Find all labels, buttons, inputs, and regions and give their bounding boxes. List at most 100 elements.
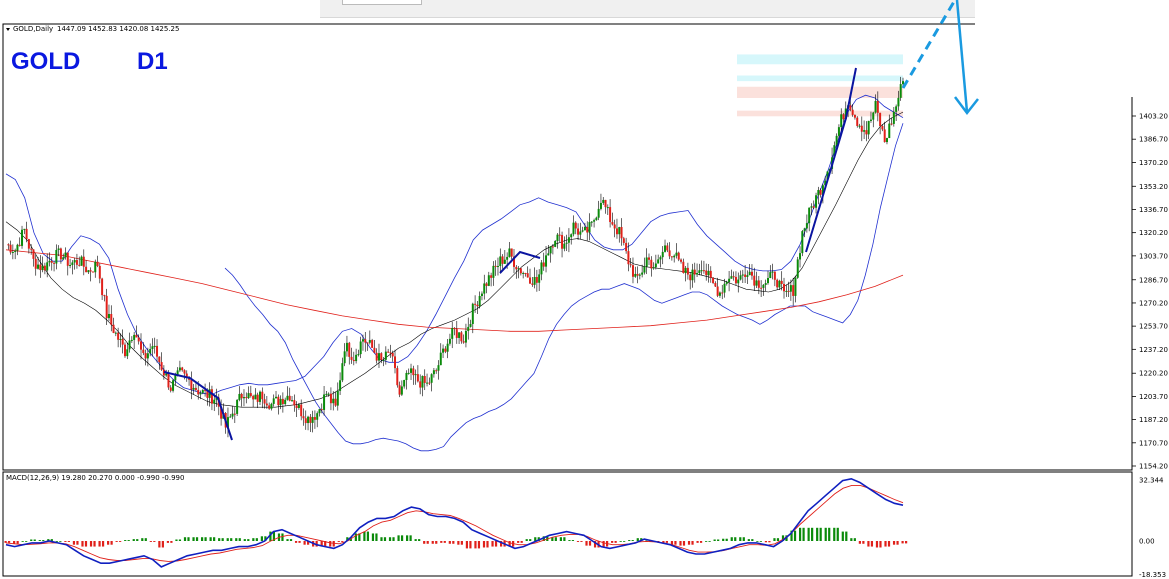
- candle-down: [158, 356, 161, 363]
- macd-histogram-bar: [491, 541, 494, 547]
- macd-signal-line: [5, 484, 904, 562]
- candle-up: [146, 353, 149, 359]
- candle-down: [263, 399, 266, 404]
- candle-up: [764, 283, 767, 285]
- candle-down: [693, 269, 696, 275]
- candle-down: [240, 393, 243, 399]
- macd-histogram-bar: [705, 541, 708, 542]
- macd-histogram-bar: [756, 541, 759, 542]
- candle-up: [696, 273, 699, 275]
- macd-histogram-bar: [858, 541, 861, 544]
- macd-histogram-bar: [862, 541, 865, 544]
- macd-histogram-bar: [529, 539, 532, 541]
- macd-histogram-bar: [371, 533, 375, 541]
- candle-up: [114, 332, 117, 334]
- macd-histogram-bar: [593, 541, 597, 548]
- chart-title-timeframe: D1: [137, 48, 168, 75]
- fib-zone-1: [737, 75, 903, 82]
- uptrend-line-late: [805, 67, 857, 253]
- candle-down: [444, 348, 447, 352]
- candle-up: [554, 240, 557, 247]
- macd-histogram-bar: [853, 538, 856, 541]
- candle-up: [533, 276, 536, 285]
- macd-histogram-bar: [281, 533, 284, 541]
- lower-band-line: [224, 123, 904, 452]
- candle-down: [881, 126, 884, 130]
- candle-up: [361, 339, 364, 342]
- chart-title-symbol: GOLD: [11, 48, 80, 75]
- price-tick-label: 1303.70: [1139, 252, 1168, 260]
- candle-down: [529, 277, 532, 284]
- candle-up: [421, 376, 424, 388]
- macd-histogram-bar: [375, 533, 378, 541]
- bollinger-bands: [5, 94, 904, 452]
- dropdown-triangle-icon[interactable]: [6, 28, 10, 31]
- candle-up: [597, 208, 600, 218]
- macd-histogram-bar: [183, 537, 187, 541]
- candle-up: [336, 390, 339, 406]
- candle-down: [776, 279, 779, 288]
- candle-up: [769, 272, 772, 278]
- candle-down: [561, 235, 564, 249]
- macd-histogram-bar: [687, 541, 691, 545]
- candle-up: [638, 274, 641, 276]
- macd-histogram-bar: [132, 539, 135, 541]
- macd-histogram-bar: [563, 537, 566, 541]
- candle-down: [535, 276, 538, 283]
- candle-down: [105, 295, 108, 319]
- candle-up: [405, 372, 408, 381]
- candle-down: [32, 249, 35, 259]
- candle-down: [30, 248, 33, 250]
- candle-down: [812, 206, 815, 208]
- candle-down: [25, 228, 28, 240]
- candle-down: [419, 381, 422, 388]
- toolbar-tab[interactable]: [342, 0, 422, 5]
- macd-histogram-bar: [298, 541, 301, 543]
- candle-down: [387, 351, 390, 353]
- candle-up: [661, 251, 664, 258]
- candle-down: [851, 109, 854, 115]
- macd-histogram-bar: [50, 539, 53, 541]
- candle-up: [272, 398, 275, 404]
- candle-down: [123, 344, 126, 357]
- price-tick-label: 1270.20: [1139, 299, 1168, 307]
- candle-down: [732, 276, 735, 278]
- candle-down: [787, 290, 790, 292]
- candle-up: [21, 229, 24, 246]
- macd-histogram-bar: [717, 539, 720, 541]
- macd-histogram-bar: [679, 541, 682, 546]
- candle-up: [14, 250, 17, 253]
- candle-down: [609, 207, 612, 223]
- candle-up: [766, 277, 769, 284]
- macd-histogram-bar: [252, 538, 255, 541]
- candle-down: [490, 275, 493, 278]
- macd-histogram-bar: [816, 527, 819, 541]
- macd-histogram-bar: [346, 537, 349, 541]
- macd-histogram-bar: [380, 537, 383, 541]
- candle-up: [728, 278, 731, 283]
- macd-tick-label: -18.353: [1139, 571, 1166, 579]
- candle-up: [874, 100, 877, 113]
- candle-up: [634, 273, 637, 277]
- candle-up: [231, 413, 234, 417]
- macd-histogram-bar: [674, 541, 677, 545]
- trend-lines: [163, 67, 857, 441]
- price-tick-label: 1370.20: [1139, 159, 1168, 167]
- candle-down: [194, 387, 197, 390]
- macd-histogram-bar: [195, 537, 199, 541]
- macd-histogram-bar: [136, 539, 139, 541]
- candle-down: [82, 256, 85, 267]
- macd-histogram-bar: [525, 539, 528, 541]
- forecast-dashed-up: [901, 0, 957, 89]
- candle-down: [625, 242, 628, 252]
- candle-up: [746, 275, 749, 277]
- macd-histogram-bar: [499, 541, 503, 547]
- candle-down: [510, 248, 513, 257]
- candle-down: [366, 342, 369, 344]
- macd-histogram-bar: [517, 541, 520, 543]
- macd-histogram-bar: [30, 539, 33, 541]
- candle-up: [307, 416, 310, 424]
- candle-up: [588, 222, 591, 233]
- candle-down: [302, 416, 305, 419]
- candle-up: [833, 145, 836, 158]
